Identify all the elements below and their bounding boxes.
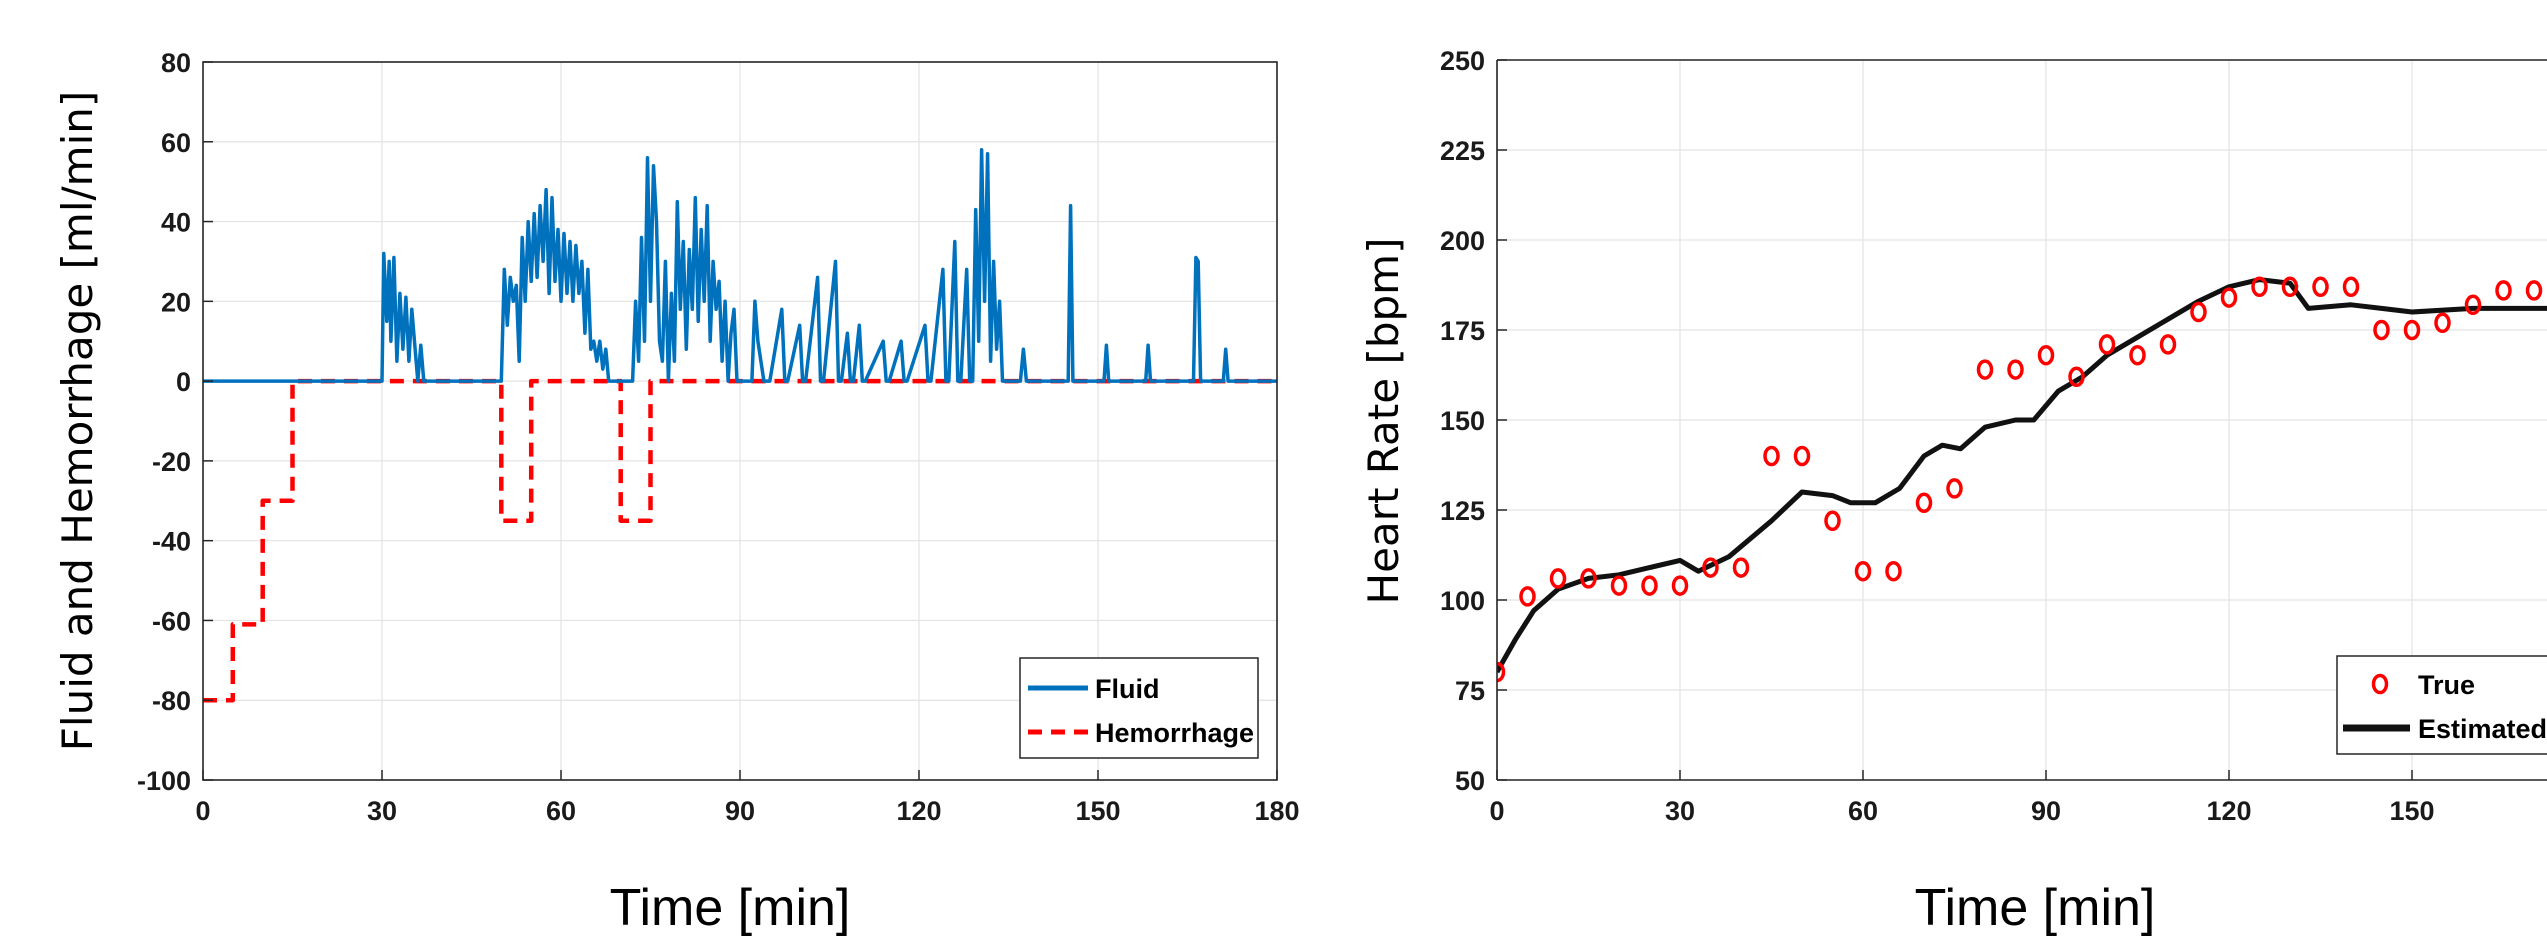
- left-ytick-label: -100: [137, 766, 191, 796]
- left-legend: Fluid Hemorrhage: [1019, 657, 1259, 759]
- true-hr-point: [2007, 359, 2024, 380]
- series-hemorrhage-line: [203, 378, 1277, 703]
- true-hr-point: [2434, 312, 2451, 334]
- true-hr-point: [1793, 445, 1811, 467]
- true-hr-point: [1580, 568, 1597, 589]
- right-ytick-label: 150: [1440, 406, 1485, 436]
- true-hr-point: [1671, 575, 1689, 596]
- right-xtick-label: 150: [2389, 796, 2434, 826]
- left-ytick-label: -60: [152, 606, 191, 636]
- true-hr-point: [1549, 568, 1567, 589]
- left-ytick-label: 20: [161, 287, 191, 317]
- right-ytick-label: 100: [1440, 586, 1485, 616]
- left-ytick-label: 60: [161, 128, 191, 158]
- left-ytick-label: -40: [152, 527, 191, 557]
- legend-fluid-label: Fluid: [1095, 674, 1159, 704]
- left-xtick-label: 90: [725, 796, 755, 826]
- left-ytick-label: 0: [176, 367, 191, 397]
- legend-estimated-label: Estimated: [2418, 714, 2547, 744]
- left-xtick-label: 120: [896, 796, 941, 826]
- right-legend-box: [2336, 655, 2547, 755]
- right-y-axis-label: Heart Rate [bpm]: [1359, 238, 1408, 605]
- true-hr-point: [2190, 301, 2207, 323]
- true-hr-point: [2098, 334, 2116, 355]
- left-ytick-label: -80: [152, 686, 191, 716]
- true-hr-point: [2403, 319, 2421, 341]
- left-ytick-label: -20: [152, 447, 191, 477]
- true-hr-point: [2281, 276, 2299, 298]
- left-xtick-label: 180: [1254, 796, 1299, 826]
- left-xtick-label: 150: [1075, 796, 1120, 826]
- true-hr-point: [1763, 445, 1780, 467]
- true-hr-point: [1824, 510, 1841, 532]
- left-legend-box: [1019, 657, 1259, 759]
- right-xtick-label: 30: [1665, 796, 1695, 826]
- right-xtick-label: 60: [1848, 796, 1878, 826]
- fluid-hemorrhage-chart: 0 30 60 90 120 150 180 -100 -80 -60 -40 -20 0 20 40 60 8…: [53, 48, 1300, 937]
- true-hr-point: [2342, 276, 2360, 298]
- true-hr-point: [2251, 276, 2268, 298]
- right-ytick-label: 225: [1440, 136, 1485, 166]
- left-xtick-label: 60: [546, 796, 576, 826]
- true-hr-point: [2220, 287, 2238, 308]
- true-hr-point: [1885, 560, 1902, 582]
- true-hr-point: [2159, 334, 2177, 355]
- true-hr-point: [2464, 294, 2482, 316]
- true-hr-point: [1732, 557, 1750, 578]
- true-hr-point: [1641, 575, 1658, 596]
- true-hr-point: [1854, 560, 1872, 582]
- true-hr-point: [2129, 344, 2146, 366]
- right-ytick-label: 75: [1455, 676, 1485, 706]
- true-hr-point: [1497, 661, 1506, 683]
- left-y-axis-label: Fluid and Hemorrhage [ml/min]: [53, 91, 102, 752]
- left-ytick-label: 40: [161, 208, 191, 238]
- legend-hemorrhage-label: Hemorrhage: [1095, 718, 1254, 748]
- true-hr-point: [2037, 344, 2055, 366]
- right-xtick-label: 120: [2206, 796, 2251, 826]
- true-hr-point: [1976, 359, 1994, 380]
- right-xtick-label: 0: [1489, 796, 1504, 826]
- true-hr-point: [2373, 319, 2390, 341]
- series-estimated-line: [1497, 277, 2547, 674]
- legend-true-label: True: [2418, 670, 2475, 700]
- heart-rate-chart: 0 30 60 90 120 150 50 75 100 125 150 175 200 225 250 H…: [1359, 46, 2547, 937]
- right-x-axis-label: Time [min]: [1915, 879, 2156, 937]
- right-ytick-label: 125: [1440, 496, 1485, 526]
- right-ytick-label: 200: [1440, 226, 1485, 256]
- right-ytick-label: 250: [1440, 46, 1485, 76]
- true-hr-point: [2312, 276, 2329, 298]
- true-hr-point: [2495, 280, 2512, 301]
- right-legend: True Estimated: [2336, 655, 2547, 755]
- true-hr-point: [1519, 586, 1536, 607]
- legend-true-marker: [2371, 673, 2389, 695]
- true-hr-point: [2068, 366, 2085, 388]
- right-ytick-label: 50: [1455, 766, 1485, 796]
- left-xtick-label: 0: [195, 796, 210, 826]
- true-hr-point: [1702, 557, 1719, 578]
- true-hr-point: [1915, 492, 1933, 514]
- true-hr-point: [1610, 575, 1628, 596]
- left-ytick-label: 80: [161, 48, 191, 78]
- true-hr-point: [2525, 280, 2543, 301]
- right-xtick-label: 90: [2031, 796, 2061, 826]
- left-xtick-label: 30: [367, 796, 397, 826]
- series-fluid-line: [203, 148, 1277, 383]
- left-x-axis-label: Time [min]: [610, 879, 851, 937]
- true-hr-point: [1946, 478, 1963, 499]
- right-ytick-label: 175: [1440, 316, 1485, 346]
